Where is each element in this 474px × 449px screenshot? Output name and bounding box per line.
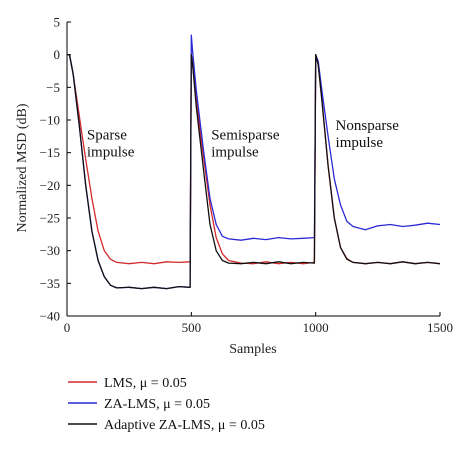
annotation-2: Semisparse impulse xyxy=(211,128,280,161)
series-line-2 xyxy=(67,34,441,290)
y-tick-label: −15 xyxy=(40,145,60,160)
series-line-3 xyxy=(67,54,441,290)
x-axis-title: Samples xyxy=(229,342,276,357)
y-tick-label: −5 xyxy=(46,80,60,95)
annotation-3: Nonsparse impulse xyxy=(336,118,400,151)
y-tick-label: 5 xyxy=(54,15,61,30)
series-lines xyxy=(67,34,441,290)
annotation-line: Nonsparse xyxy=(336,118,400,134)
x-tick-label: 1000 xyxy=(303,320,329,335)
y-axis-title: Normalized MSD (dB) xyxy=(15,103,30,232)
x-tick-label: 0 xyxy=(64,320,71,335)
y-tick-label: −10 xyxy=(40,113,60,128)
y-tick-label: −35 xyxy=(40,276,60,291)
annotation-line: impulse xyxy=(211,145,259,161)
legend-label-3: Adaptive ZA-LMS, μ = 0.05 xyxy=(104,418,265,433)
legend-label-2: ZA-LMS, μ = 0.05 xyxy=(104,397,210,412)
annotation-line: impulse xyxy=(87,145,135,161)
axes: 5 0 −5 −10 −15 −20 −25 −30 −35 −40 0 500 1000 1500 xyxy=(40,15,453,336)
x-tick-label: 500 xyxy=(182,320,202,335)
y-tick-label: 0 xyxy=(54,47,61,62)
legend: LMS, μ = 0.05 ZA-LMS, μ = 0.05 Adaptive ZA… xyxy=(68,376,265,433)
legend-label-1: LMS, μ = 0.05 xyxy=(104,376,187,391)
x-tick-label: 1500 xyxy=(427,320,453,335)
annotation-line: Sparse xyxy=(87,128,127,144)
y-tick-label: −20 xyxy=(40,178,60,193)
y-tick-label: −30 xyxy=(40,243,60,258)
annotation-line: Semisparse xyxy=(211,128,280,144)
annotation-line: impulse xyxy=(336,135,384,151)
annotation-1: Sparse impulse xyxy=(87,128,135,161)
y-tick-label: −40 xyxy=(40,309,60,324)
y-tick-label: −25 xyxy=(40,211,60,226)
